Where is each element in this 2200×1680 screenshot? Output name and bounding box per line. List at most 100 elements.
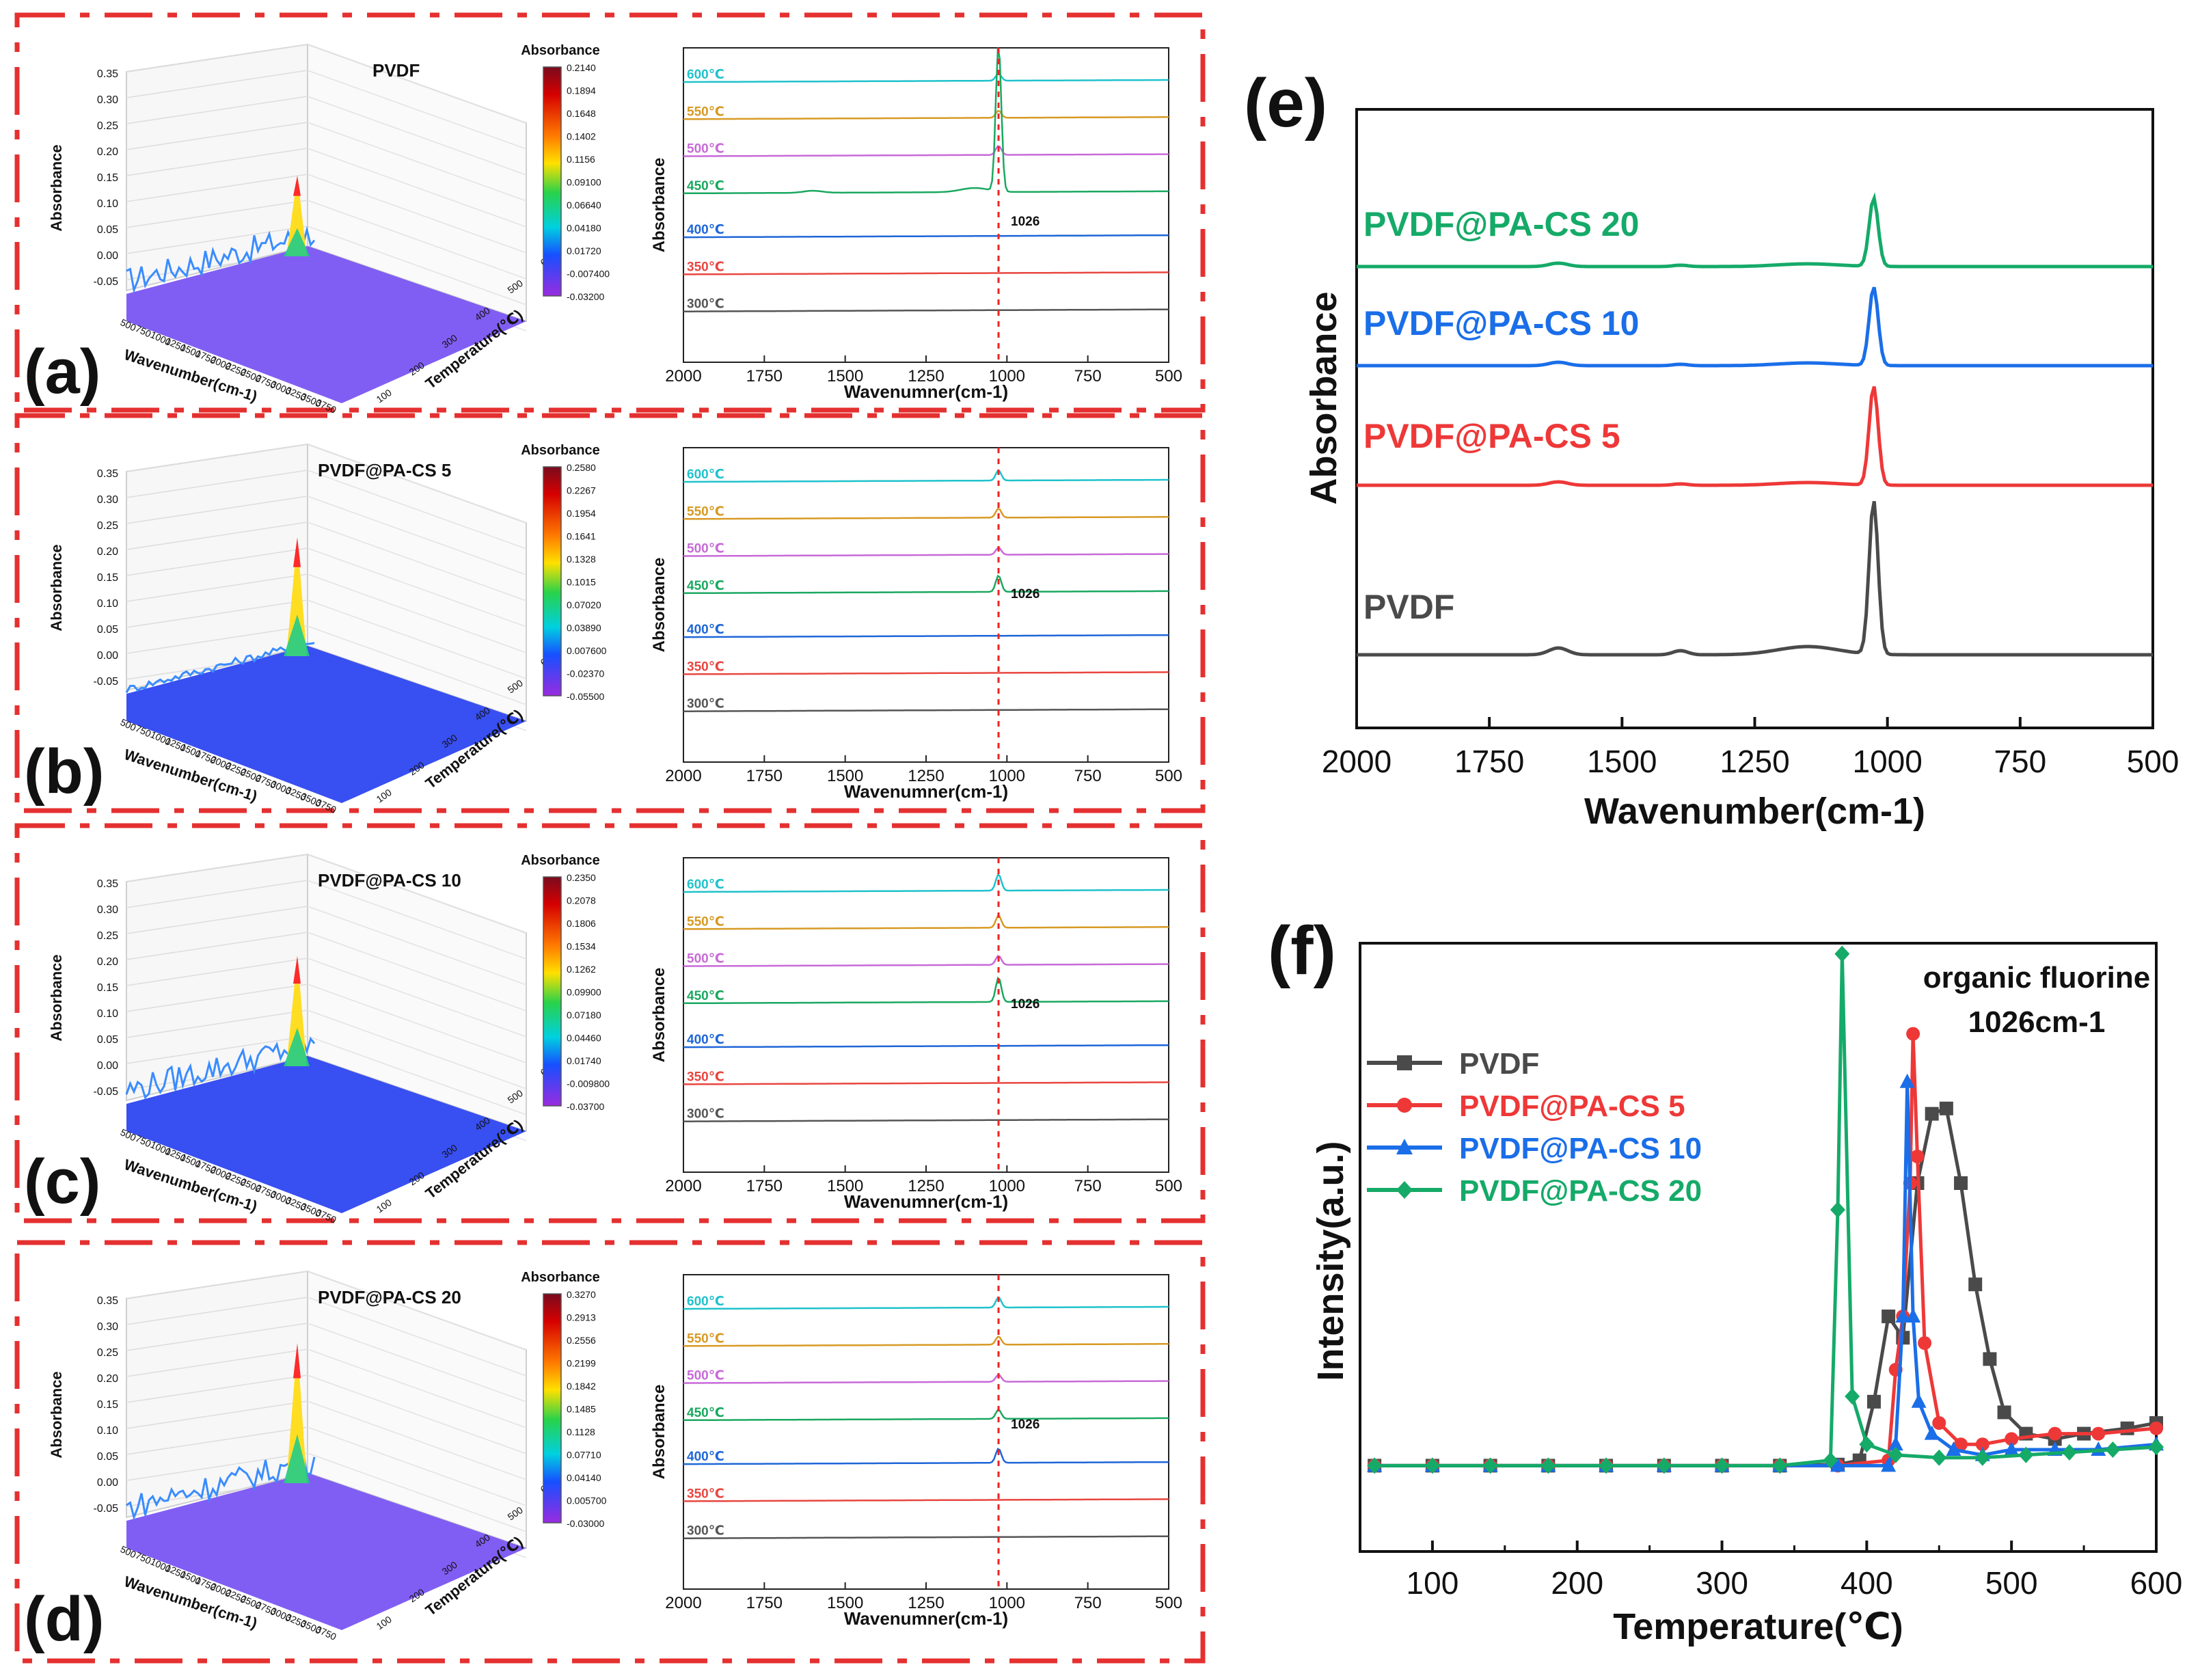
surface-spike-base <box>284 1434 310 1483</box>
surface-z-tick: 0.15 <box>97 982 118 994</box>
panel-e-y-label: Absorbance <box>1303 291 1344 504</box>
spectra-x-tick: 1000 <box>989 767 1025 785</box>
peak-label: 1026 <box>1011 997 1040 1012</box>
surface-z-tick: 0.30 <box>97 94 118 106</box>
colorbar-title: Absorbance <box>521 853 600 868</box>
panel-f-point <box>1845 1388 1860 1405</box>
spectra-x-label: Wavenumner(cm-1) <box>844 381 1008 402</box>
panel-f-point <box>1906 1027 1920 1041</box>
panel-f-legend-label: PVDF <box>1459 1047 1539 1081</box>
panel-e-x-label: Wavenumber(cm-1) <box>1584 791 1925 832</box>
surface-z-tick: 0.15 <box>97 172 118 184</box>
surface-wall-gridline <box>126 854 308 882</box>
surface-z-tick: 0.20 <box>97 1373 118 1385</box>
spectrum-line <box>683 109 1169 120</box>
colorbar-tick: 0.1402 <box>567 131 596 142</box>
panel-f-point <box>1895 1308 1911 1323</box>
spectrum-temp-label: 500℃ <box>687 952 724 966</box>
spectrum-line <box>683 1081 1169 1085</box>
colorbar <box>543 66 562 297</box>
spectra-x-tick: 1250 <box>908 1177 944 1195</box>
surface-wall-gridline <box>126 148 308 176</box>
spectrum-temp-label: 400℃ <box>687 223 724 237</box>
surface-z-tick: 0.00 <box>97 650 118 662</box>
surface-z-tick: 0.10 <box>97 1008 118 1020</box>
surface-z-tick: 0.15 <box>97 1399 118 1411</box>
panel-f-x-tick: 500 <box>1985 1565 2038 1601</box>
panel-f-legend-marker <box>1397 1055 1412 1070</box>
panel-f-point <box>1939 1101 1953 1115</box>
panel-e-series-line <box>1357 501 2153 657</box>
surface-z-tick: 0.05 <box>97 624 118 636</box>
panel-f-legend-marker <box>1397 1098 1412 1113</box>
panel-f-point <box>1881 1457 1897 1472</box>
surface-spike-tip <box>293 1343 301 1379</box>
panel-f-point <box>1859 1436 1875 1453</box>
spectra-x-tick: 1500 <box>827 367 863 385</box>
row-panel-letter: (c) <box>24 1147 100 1217</box>
panel-f-point <box>1905 1308 1921 1323</box>
spectra-x-tick: 2000 <box>665 767 701 785</box>
spectra-x-tick: 2000 <box>665 1177 701 1195</box>
colorbar-tick: 0.2078 <box>567 895 596 906</box>
colorbar-tick: 0.1534 <box>567 941 596 952</box>
spectrum-temp-label: 550℃ <box>687 1331 724 1346</box>
spectra-x-tick: 1750 <box>746 1177 783 1195</box>
panel-f-point <box>1997 1405 2011 1420</box>
surface-wall-gridline <box>307 470 527 550</box>
colorbar-tick: 0.1842 <box>567 1381 596 1392</box>
surface-wall-gridline <box>307 226 527 306</box>
spectrum-temp-label: 550℃ <box>687 914 724 929</box>
colorbar-tick: -0.05500 <box>567 691 604 702</box>
spectra-x-tick: 2000 <box>665 367 701 385</box>
surface-wall-gridline <box>307 1400 527 1480</box>
surface-z-label: Absorbance <box>48 1371 65 1458</box>
surface-wall-gridline <box>307 932 527 1012</box>
spectrum-line <box>683 72 1169 83</box>
panel-f-point <box>1983 1352 1997 1366</box>
panel-f-point <box>2149 1439 2164 1456</box>
surface-wall-gridline <box>126 547 308 576</box>
surface-wall-gridline <box>126 1426 308 1455</box>
colorbar-tick: 0.2350 <box>567 872 596 883</box>
colorbar-tick: 0.2913 <box>567 1312 596 1323</box>
panel-f-point <box>1925 1107 1939 1121</box>
colorbar-tick: 0.007600 <box>567 645 607 656</box>
surface-wall-gridline <box>126 496 308 524</box>
surface-wall-gridline <box>307 854 527 934</box>
surface-wall-gridline <box>126 880 308 908</box>
surface-spike <box>286 537 307 656</box>
spectra-x-tick: 1750 <box>746 767 783 785</box>
panel-f-point <box>1482 1457 1498 1474</box>
surface-z-tick: 0.05 <box>97 224 118 236</box>
panel-f-series-line <box>1374 952 2157 1467</box>
colorbar-tick: 0.2140 <box>567 62 596 73</box>
colorbar-tick: 0.09100 <box>567 177 601 188</box>
colorbar-tick: -0.03700 <box>567 1101 604 1112</box>
surface-wall-gridline <box>126 174 308 202</box>
spectra-y-label: Absorbance <box>650 158 668 253</box>
colorbar-tick: -0.03000 <box>567 1518 604 1529</box>
colorbar-tick: 0.1128 <box>567 1426 595 1437</box>
panel-f-frame <box>1359 942 2158 1553</box>
spectra-y-label: Absorbance <box>650 1385 668 1480</box>
colorbar-tick: 0.3270 <box>567 1289 596 1300</box>
surface-wall-gridline <box>126 470 308 498</box>
surface-wall-gridline <box>307 625 527 705</box>
spectra-x-tick: 500 <box>1155 367 1182 385</box>
spectrum-line <box>683 1374 1169 1384</box>
surface-wall-gridline <box>307 1349 527 1428</box>
colorbar-tick: 0.07180 <box>567 1010 601 1020</box>
spectra-x-label: Wavenumner(cm-1) <box>844 1608 1008 1629</box>
surface-z-tick: 0.20 <box>97 956 118 968</box>
surface-z-tick: -0.05 <box>94 1503 119 1515</box>
spectrum-temp-label: 300℃ <box>687 1524 724 1539</box>
spectra-x-tick: 1750 <box>746 1594 783 1612</box>
panel-f-point <box>1954 1176 1968 1190</box>
surface-wall-gridline <box>126 906 308 934</box>
panel-f-y-label: Intensity(a.u.) <box>1310 1141 1351 1381</box>
panel-e-x-tick: 2000 <box>1322 744 1391 779</box>
surface-spike-base <box>284 614 310 656</box>
spectra-x-tick: 1750 <box>746 367 783 385</box>
surface-sample-title: PVDF@PA-CS 5 <box>318 460 451 480</box>
